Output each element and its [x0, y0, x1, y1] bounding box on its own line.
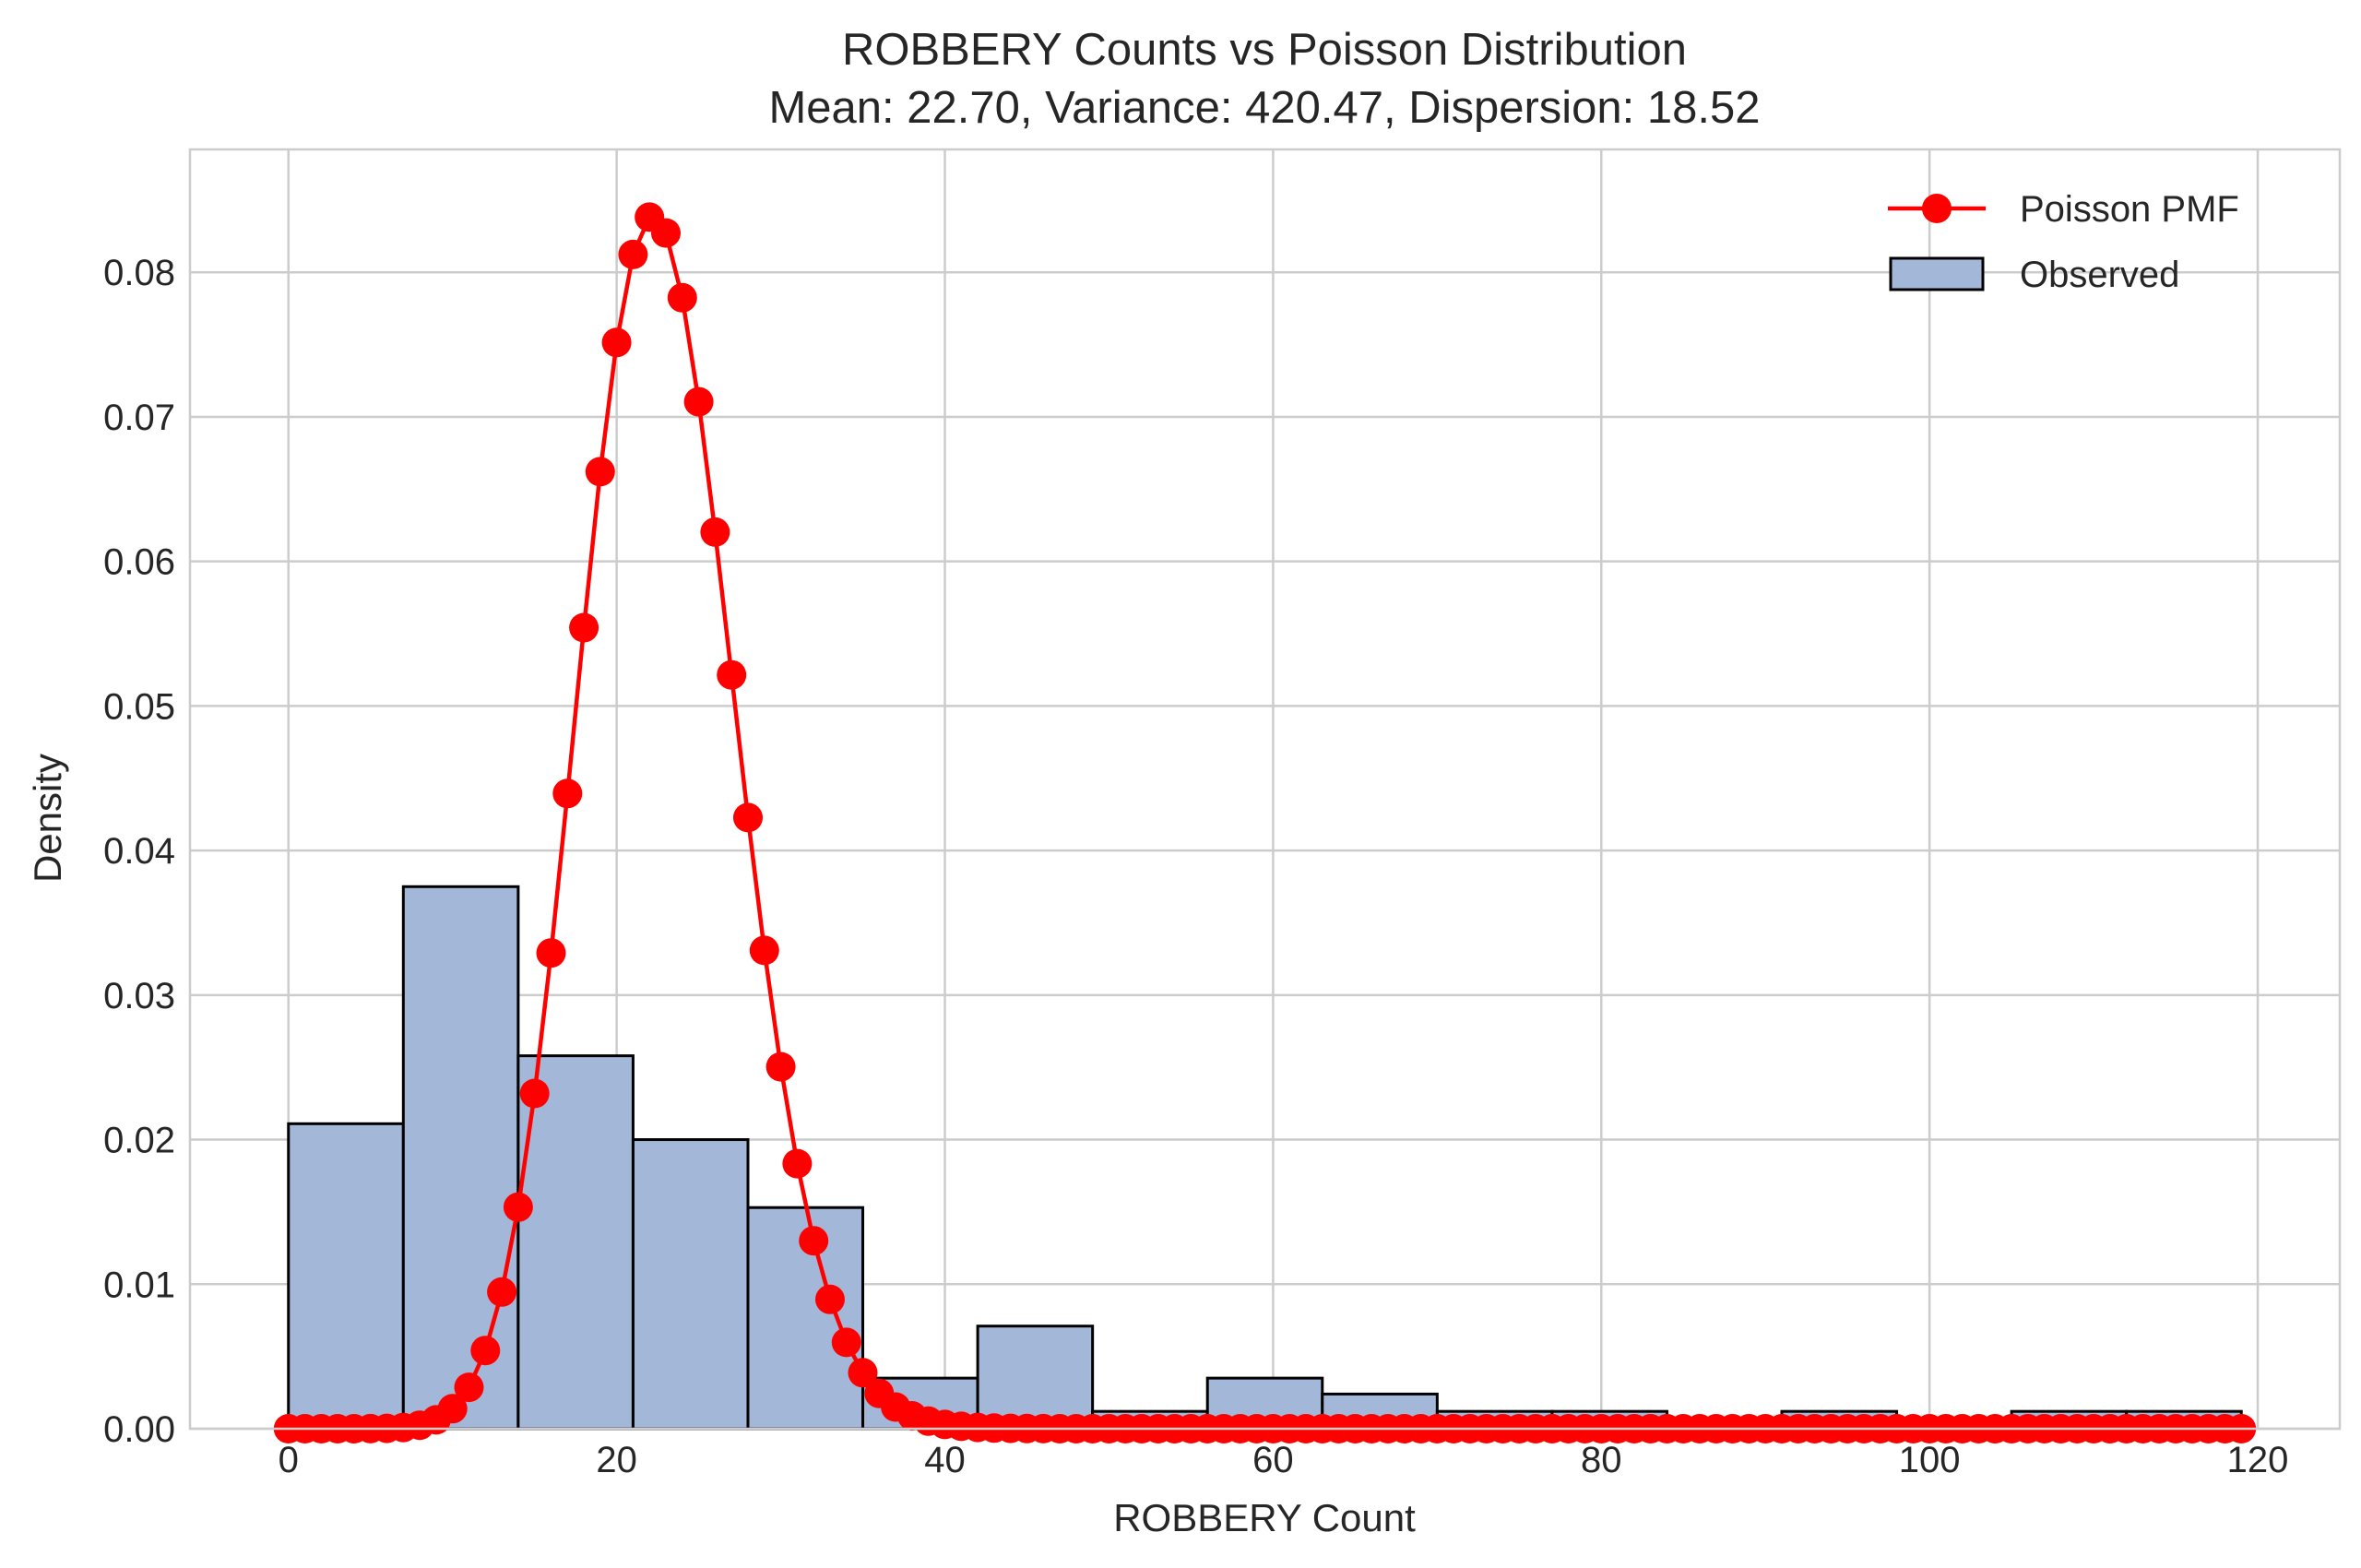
x-tick-label: 80 — [1581, 1440, 1622, 1480]
poisson-point — [601, 327, 632, 358]
poisson-point — [569, 612, 599, 643]
y-tick-label: 0.08 — [103, 253, 175, 293]
y-tick-label: 0.06 — [103, 542, 175, 583]
poisson-point — [815, 1284, 845, 1314]
y-tick-label: 0.02 — [103, 1121, 175, 1161]
poisson-point — [848, 1358, 878, 1388]
poisson-point — [683, 386, 714, 417]
legend-observed-label: Observed — [2020, 255, 2179, 295]
x-tick-label: 120 — [2227, 1440, 2289, 1480]
y-tick-label: 0.01 — [103, 1265, 175, 1305]
histogram-bar — [631, 1138, 750, 1431]
x-tick-label: 60 — [1252, 1440, 1294, 1480]
x-tick-label: 40 — [924, 1440, 966, 1480]
poisson-point — [585, 457, 615, 487]
y-tick-label: 0.00 — [103, 1409, 175, 1450]
poisson-point — [765, 1051, 796, 1082]
poisson-point — [749, 935, 779, 966]
chart-title-line1: ROBBERY Counts vs Poisson Distribution — [842, 25, 1687, 75]
y-tick-label: 0.07 — [103, 398, 175, 438]
poisson-point — [437, 1394, 468, 1424]
x-axis-label: ROBBERY Count — [1113, 1496, 1416, 1539]
y-tick-label: 0.04 — [103, 831, 175, 872]
chart-title-line2: Mean: 22.70, Variance: 420.47, Dispersio… — [768, 83, 1760, 133]
histogram-bar — [976, 1324, 1095, 1431]
poisson-point — [618, 239, 648, 269]
poisson-point — [831, 1327, 861, 1358]
histogram-bar — [401, 885, 520, 1431]
poisson-point — [782, 1148, 813, 1179]
poisson-point — [651, 218, 681, 248]
plot-frame — [188, 148, 2342, 1431]
histogram-bar — [516, 1054, 635, 1431]
y-tick-label: 0.05 — [103, 686, 175, 727]
poisson-point — [667, 282, 697, 313]
legend-poisson-label: Poisson PMF — [2020, 189, 2239, 230]
x-tick-label: 0 — [279, 1440, 299, 1480]
poisson-point — [536, 938, 566, 968]
poisson-point — [454, 1372, 484, 1403]
poisson-point — [717, 659, 747, 690]
x-tick-labels: 0 20 40 60 80 100 120 — [279, 1440, 2289, 1480]
poisson-point — [799, 1226, 829, 1256]
legend: Poisson PMF Observed — [1888, 189, 2239, 295]
poisson-point — [519, 1078, 550, 1109]
poisson-point — [470, 1336, 501, 1366]
histogram-bar — [287, 1122, 405, 1431]
poisson-point — [700, 517, 730, 547]
y-axis-label: Density — [26, 754, 69, 883]
poisson-point — [552, 778, 583, 809]
poisson-point — [487, 1277, 517, 1307]
x-tick-label: 100 — [1899, 1440, 1961, 1480]
poisson-point — [733, 802, 763, 833]
y-tick-label: 0.03 — [103, 976, 175, 1016]
legend-poisson-marker — [1922, 194, 1952, 223]
y-tick-labels: 0.00 0.01 0.02 0.03 0.04 0.05 0.06 0.07 0.08 — [103, 253, 175, 1450]
legend-observed-swatch — [1889, 256, 1985, 291]
x-tick-label: 20 — [596, 1440, 637, 1480]
poisson-point — [503, 1192, 533, 1222]
